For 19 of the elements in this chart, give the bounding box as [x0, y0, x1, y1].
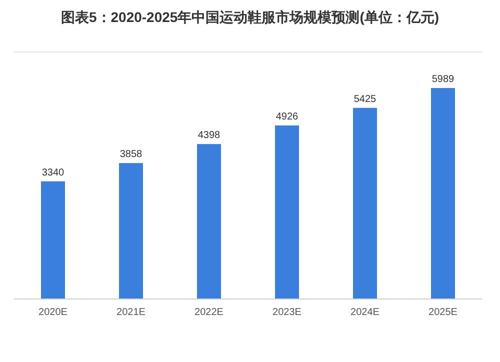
bar — [353, 108, 377, 299]
data-label: 4926 — [276, 111, 299, 122]
bar — [431, 88, 455, 299]
x-tick-label: 2020E — [38, 307, 68, 318]
bar — [275, 125, 299, 299]
chart-title: 图表5：2020-2025年中国运动鞋服市场规模预测(单位：亿元) — [60, 9, 440, 25]
bar — [197, 144, 221, 299]
data-label: 4398 — [198, 130, 221, 142]
x-tick-label: 2021E — [116, 307, 146, 318]
x-tick-label: 2025E — [428, 307, 458, 318]
x-tick-label: 2023E — [272, 307, 302, 318]
x-tick-label: 2022E — [194, 307, 224, 318]
data-label: 5989 — [432, 74, 455, 85]
data-label: 5425 — [354, 94, 377, 105]
data-label: 3340 — [42, 167, 65, 178]
bar — [41, 181, 65, 299]
data-label: 3858 — [120, 149, 143, 160]
bar — [119, 163, 143, 299]
x-tick-label: 2024E — [350, 307, 380, 318]
